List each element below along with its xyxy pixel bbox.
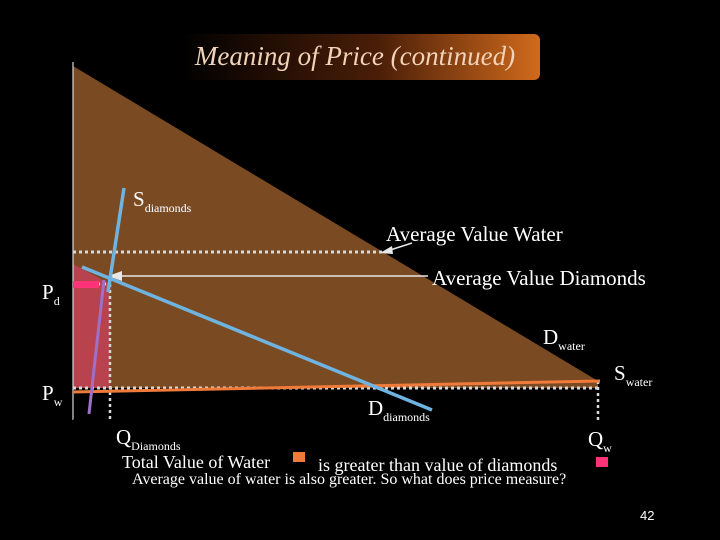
avg-diamonds-arrowhead — [108, 271, 122, 281]
p-d-label: Pd — [42, 280, 60, 308]
supply-water-line — [72, 379, 601, 394]
q-w-label: Qw — [588, 427, 612, 455]
diamond-price-line — [87, 279, 106, 415]
avg-value-diamonds-label: Average Value Diamonds — [432, 266, 646, 290]
total-value-water-note: Total Value of Water — [122, 452, 271, 472]
avg-value-water-label: Average Value Water — [386, 222, 563, 246]
diamonds-legend-swatch — [596, 457, 608, 467]
slide-title: Meaning of Price (continued) — [194, 41, 516, 71]
avg-also-greater-note: Average value of water is also greater. … — [132, 471, 567, 488]
supply-diamonds-line — [106, 187, 126, 293]
title-banner: Meaning of Price (continued) — [180, 34, 540, 80]
water-total-value-area — [73, 66, 598, 388]
page-number: 42 — [640, 508, 655, 523]
avg-water-arrowhead — [380, 246, 393, 254]
q-diamonds-label: QDiamonds — [116, 425, 181, 453]
demand-diamonds-line — [81, 265, 433, 412]
s-diamonds-label: Sdiamonds — [133, 187, 192, 215]
diamond-total-value-area — [73, 264, 110, 388]
d-water-label: Dwater — [543, 325, 585, 353]
p-w-label: Pw — [42, 381, 63, 409]
d-diamonds-label: Ddiamonds — [368, 396, 430, 424]
water-legend-swatch — [293, 452, 305, 462]
pd-marker — [73, 281, 99, 288]
greater-than-note: is greater than value of diamonds — [318, 455, 558, 475]
title-banner-background — [180, 34, 540, 80]
s-water-label: Swater — [614, 361, 653, 389]
